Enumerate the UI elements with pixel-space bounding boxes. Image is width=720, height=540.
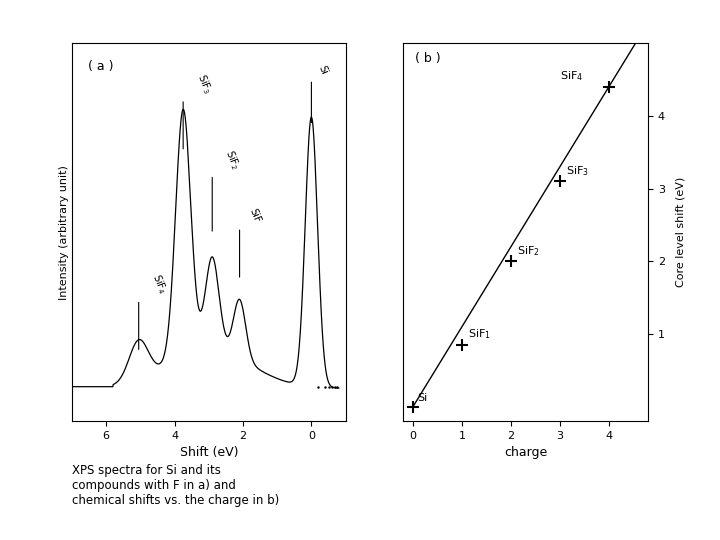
Text: SiF$_4$: SiF$_4$	[560, 69, 583, 83]
Text: XPS spectra for Si and its
compounds with F in a) and
chemical shifts vs. the ch: XPS spectra for Si and its compounds wit…	[72, 464, 279, 508]
Text: SiF$_1$: SiF$_1$	[468, 327, 491, 341]
Text: ( b ): ( b )	[415, 52, 441, 65]
Y-axis label: Core level shift (eV): Core level shift (eV)	[676, 177, 686, 287]
Text: SiF$_2$: SiF$_2$	[517, 244, 539, 258]
Text: SiF$_4$: SiF$_4$	[149, 272, 169, 296]
Text: Si: Si	[317, 64, 329, 76]
Text: SiF: SiF	[247, 207, 262, 224]
Text: SiF$_3$: SiF$_3$	[194, 72, 215, 96]
Text: Si: Si	[417, 393, 427, 403]
X-axis label: Shift (eV): Shift (eV)	[179, 447, 238, 460]
Y-axis label: Intensity (arbitrary unit): Intensity (arbitrary unit)	[59, 165, 69, 300]
Text: SiF$_2$: SiF$_2$	[222, 147, 243, 171]
Text: SiF$_3$: SiF$_3$	[566, 164, 589, 178]
Text: ( a ): ( a )	[89, 59, 114, 73]
X-axis label: charge: charge	[504, 447, 547, 460]
